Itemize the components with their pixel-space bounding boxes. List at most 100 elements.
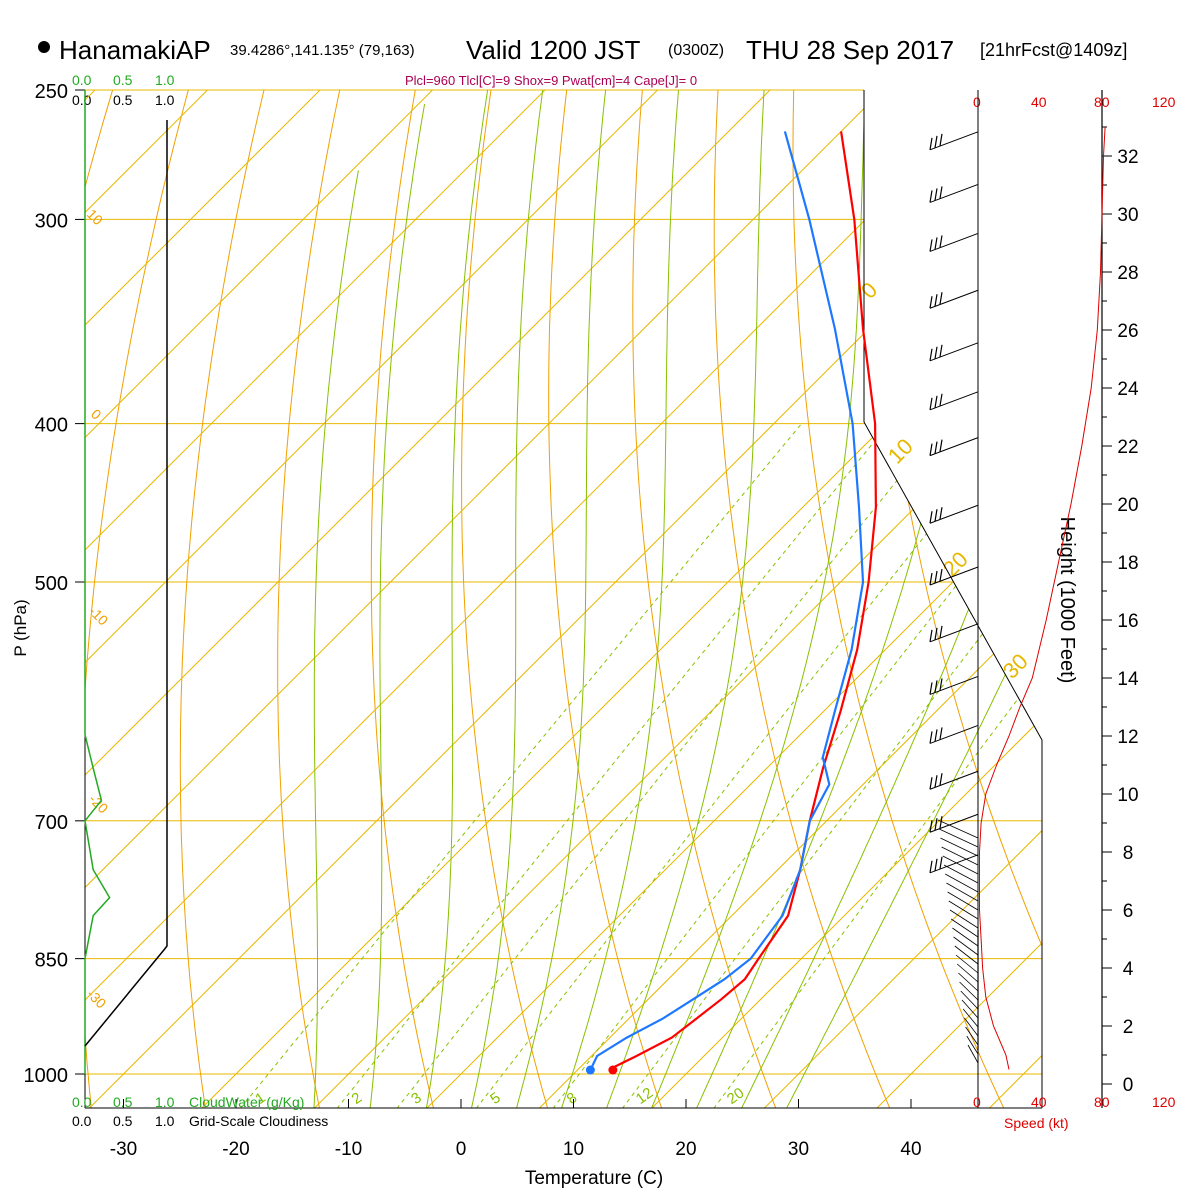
moist-adiabat <box>560 90 679 1108</box>
wind-barb-staff <box>943 864 979 884</box>
cl-scale-top-0: 0.0 <box>72 92 92 108</box>
cloudiness-line <box>84 120 168 1047</box>
wind-barb-flag <box>939 344 943 357</box>
height-tick-label: 8 <box>1123 843 1134 864</box>
valid-time: Valid 1200 JST <box>466 35 641 65</box>
mixing-ratio-label: 3 <box>408 1089 425 1108</box>
wind-barb-staff <box>949 909 979 929</box>
height-tick-label: 22 <box>1117 437 1138 458</box>
wind-barb-staff <box>929 342 979 362</box>
wind-barb-flag <box>929 296 933 309</box>
wind-barb-flag <box>929 348 933 361</box>
isotherm <box>85 90 575 1108</box>
dry-adiabat-lines <box>85 61 1200 1109</box>
dry-adiabat <box>461 90 549 1108</box>
wind-barb-flag <box>934 775 938 788</box>
wind-barb-flag <box>929 572 933 586</box>
wind-barb-staff <box>942 855 979 875</box>
wind-barb-staff <box>929 183 979 203</box>
wind-barb-flag <box>939 133 943 146</box>
wind-speed-profile <box>979 126 1106 1070</box>
wind-barb-flag <box>929 682 933 695</box>
isotherm <box>167 90 1042 1108</box>
temperature-axis: -30 -20 -10 0 10 20 30 40 <box>110 1099 922 1160</box>
mixing-ratio-line <box>396 423 944 1108</box>
wind-barb-staff <box>966 1035 979 1055</box>
isotherm <box>85 90 462 1108</box>
dry-adiabat <box>370 90 435 1108</box>
wind-barb-flag <box>939 816 943 829</box>
wind-barb-staff <box>947 891 979 911</box>
isotherm <box>505 90 1042 1108</box>
dry-adiabat <box>277 90 347 1108</box>
y-tick-label: 700 <box>35 812 68 834</box>
wind-barb-staff <box>948 900 979 920</box>
wind-barb-staff <box>929 675 979 695</box>
height-tick-label: 16 <box>1117 611 1138 632</box>
wind-barb-staff <box>929 232 979 252</box>
mixing-ratio-lines <box>239 423 1042 1108</box>
wind-barbs <box>929 131 979 1064</box>
wind-barb-staff <box>965 1026 979 1046</box>
wind-barb-flag <box>934 680 938 693</box>
height-tick-label: 4 <box>1123 959 1134 980</box>
y-tick-label: 250 <box>35 81 68 103</box>
wind-barb-flag <box>939 235 943 248</box>
y-axis-title: P (hPa) <box>11 599 30 656</box>
cloud-water-title: CloudWater (g/Kg) <box>189 1094 304 1110</box>
mixing-ratio-line <box>239 423 802 1108</box>
x-axis-title: Temperature (C) <box>525 1168 663 1189</box>
height-tick-label: 26 <box>1117 321 1138 342</box>
x-tick-label: -10 <box>335 1139 362 1160</box>
wind-barb-flag <box>934 627 938 640</box>
x-tick-label: 40 <box>900 1139 921 1160</box>
height-tick-label: 6 <box>1123 901 1134 922</box>
wind-barb-staff <box>941 846 979 866</box>
x-tick-label: 20 <box>675 1139 696 1160</box>
wind-speed-line <box>979 126 1106 1070</box>
y-tick-label: 300 <box>35 210 68 232</box>
y-tick-label: 400 <box>35 415 68 437</box>
wind-barb-flag <box>929 731 933 744</box>
wind-barb-staff <box>952 927 979 947</box>
wind-barb-flag <box>939 856 943 869</box>
speed-title: Speed (kt) <box>1004 1115 1069 1131</box>
moist-adiabat <box>313 170 359 1108</box>
mixing-ratio-line <box>475 423 1015 1108</box>
wind-barb-flag <box>934 346 938 359</box>
top-scales: 0.0 0.5 1.0 0.0 0.5 1.0 0 40 80 120 <box>72 72 1176 110</box>
wind-barb-staff <box>961 999 979 1019</box>
mixing-ratio-label: 5 <box>487 1089 504 1108</box>
cloudiness-title: Grid-Scale Cloudiness <box>189 1113 328 1129</box>
wind-barb-flag <box>929 443 933 456</box>
height-tick-label: 0 <box>1123 1075 1134 1096</box>
wind-barb-staff <box>929 504 979 524</box>
wind-barb-staff <box>945 873 979 893</box>
dry-adiabat-labels: 100-10-20-30 <box>84 206 112 1012</box>
wind-barb-flag <box>939 678 943 691</box>
x-tick-label: 0 <box>456 1139 467 1160</box>
mixing-ratio-labels: 1 2 3 5 8 12 20 <box>252 1084 747 1107</box>
dry-adiabat <box>1169 61 1200 1109</box>
moist-adiabat <box>740 90 1042 1108</box>
wind-barb-staff <box>929 724 979 744</box>
height-tick-label: 14 <box>1117 669 1139 690</box>
mixing-ratio-label: 12 <box>633 1084 656 1107</box>
moist-adiabat <box>425 90 489 1108</box>
wind-barb-flag <box>939 773 943 786</box>
isotherm <box>85 90 912 1108</box>
wind-barb-staff <box>929 566 979 586</box>
height-tick-label: 30 <box>1117 205 1138 226</box>
mixing-ratio-label: 20 <box>724 1084 747 1107</box>
dry-adiabat <box>85 90 197 1108</box>
dry-adiabat <box>632 90 777 1108</box>
wind-barb-staff <box>954 945 979 965</box>
cw-scale-top-1: 0.5 <box>113 72 133 88</box>
isotherm-lines <box>85 90 1042 1108</box>
wind-barb-flag <box>939 625 943 638</box>
wind-barb-staff <box>940 837 979 857</box>
moist-adiabat-lines <box>313 90 1042 1108</box>
y-tick-label: 500 <box>35 573 68 595</box>
wind-barb-staff <box>929 391 979 411</box>
